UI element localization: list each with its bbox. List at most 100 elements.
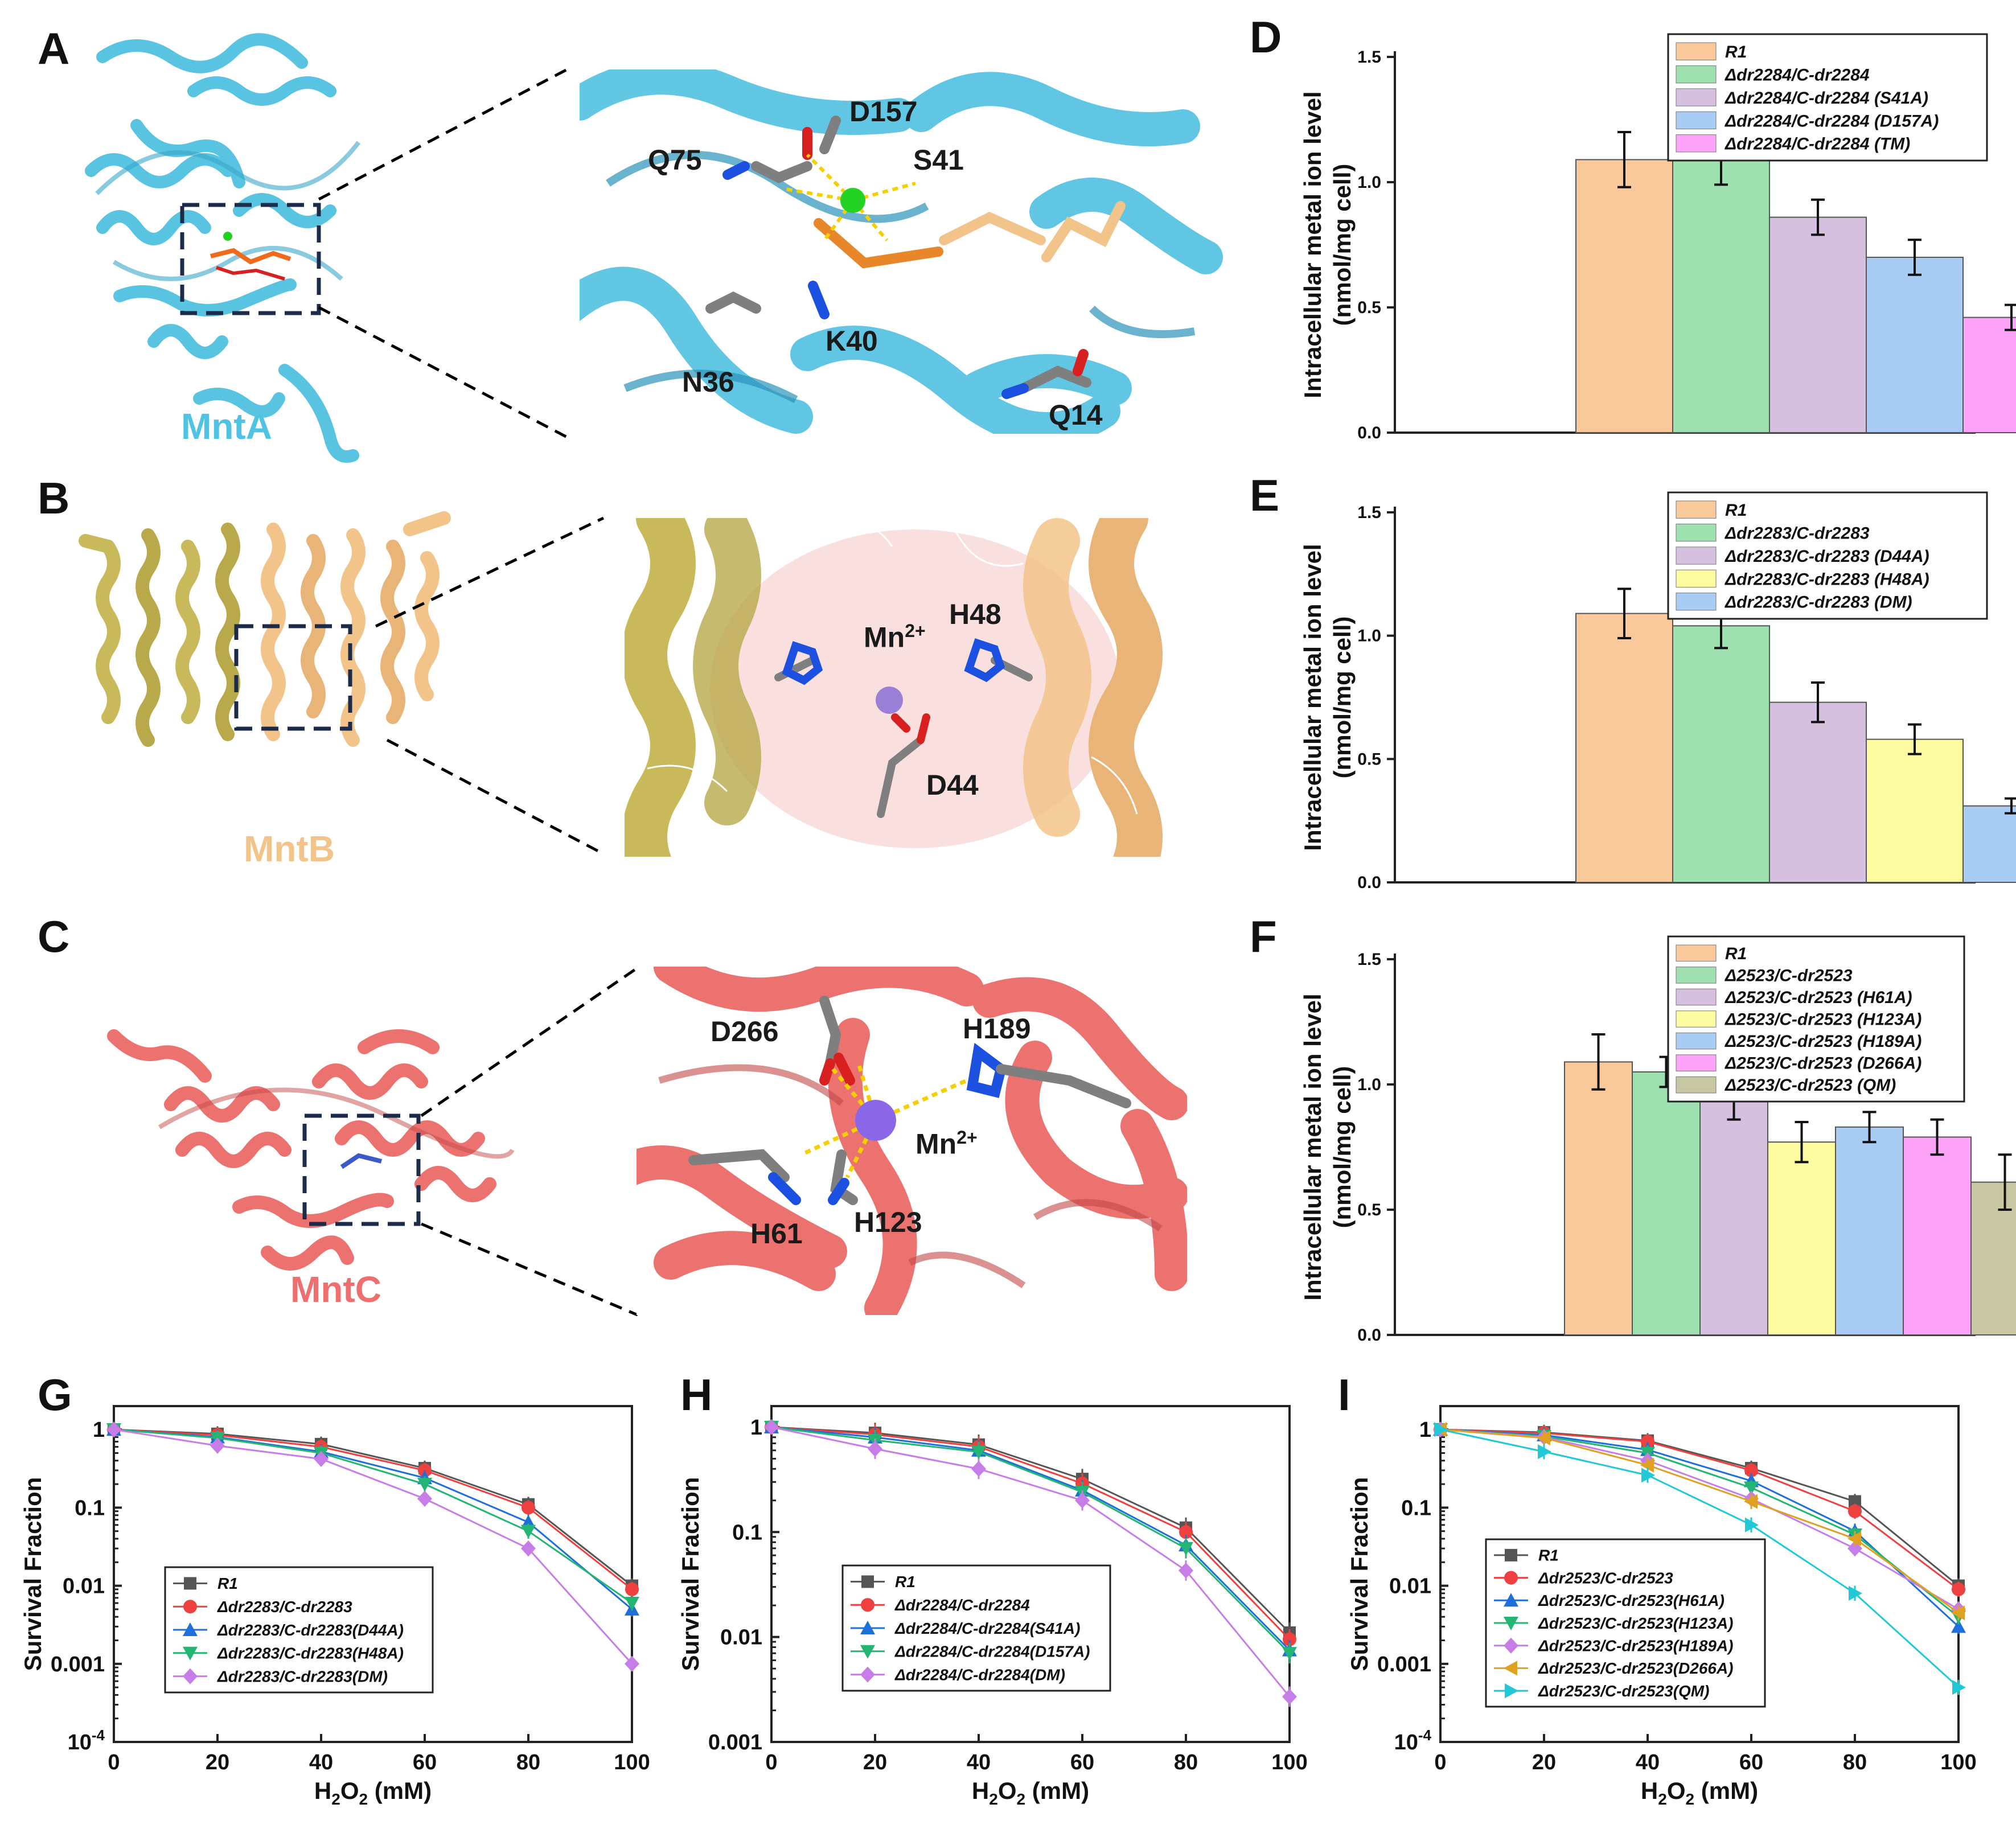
y-tick-label-base: 1 — [93, 1418, 105, 1442]
residue-label: H123 — [854, 1206, 922, 1238]
y-tick-label-base: 0.01 — [63, 1575, 105, 1599]
legend-entry: Δdr2283/C-dr2283 (DM) — [1725, 593, 1912, 612]
data-point — [1952, 1680, 1966, 1695]
legend-box — [164, 1566, 434, 1694]
x-tick-label: 40 — [309, 1751, 333, 1774]
data-point — [1744, 1481, 1759, 1495]
legend-swatch — [1676, 500, 1717, 519]
zoom-lines-c — [420, 966, 639, 1317]
y-tick-label: 1.0 — [1357, 1075, 1381, 1094]
data-point — [1505, 1683, 1518, 1699]
zoom-lines-a — [318, 67, 570, 440]
bar — [1672, 154, 1770, 433]
bar — [1903, 1136, 1972, 1336]
data-point — [861, 1598, 874, 1612]
y-tick-label-base: 0.001 — [1377, 1653, 1431, 1676]
x-tick-label: 0 — [108, 1751, 120, 1774]
data-point — [1434, 1422, 1448, 1437]
series-line — [771, 1426, 1291, 1634]
ion-symbol: Mn — [915, 1128, 957, 1160]
legend-entry: Δdr2284/C-dr2284 — [894, 1596, 1030, 1614]
mntb-overview-structure — [79, 511, 451, 747]
data-point — [860, 1666, 875, 1683]
legend-swatch — [1676, 1032, 1717, 1050]
data-point — [1641, 1468, 1655, 1483]
legend-swatch — [1676, 569, 1717, 588]
legend-swatch — [1676, 88, 1717, 106]
x-tick-label: 20 — [206, 1751, 229, 1774]
residue-label: H61 — [750, 1218, 803, 1250]
ion-label: Mn2+ — [915, 1127, 978, 1161]
x-axis-label-part: 2 — [1017, 1790, 1026, 1808]
panel-label-h: H — [680, 1370, 713, 1420]
legend-entry: R1 — [1725, 944, 1747, 963]
mnta-closeup-ribbons — [580, 69, 1223, 434]
data-point — [1537, 1430, 1550, 1445]
legend-swatch — [1676, 65, 1717, 84]
legend-entry: Δdr2284/C-dr2284(S41A) — [894, 1620, 1080, 1637]
mntb-closeup-helices — [625, 518, 1163, 857]
bar — [1962, 805, 2016, 884]
bar — [1866, 738, 1964, 883]
x-axis-label-part: O — [1667, 1777, 1686, 1804]
series-line — [771, 1426, 1291, 1640]
bar — [1575, 159, 1673, 433]
residue-label: D157 — [849, 96, 918, 128]
x-axis-label-part: H — [972, 1777, 989, 1804]
data-point — [1538, 1444, 1551, 1460]
series-line — [771, 1426, 1291, 1654]
data-point — [106, 1421, 121, 1438]
mnta-closeup: D157 Q75 S41 K40 N36 Q14 — [580, 69, 1223, 434]
legend-entry: Δdr2283/C-dr2283 — [217, 1598, 352, 1616]
bar — [1835, 1126, 1904, 1336]
x-tick-label: 60 — [413, 1751, 437, 1774]
legend-swatch — [1676, 1054, 1717, 1071]
data-point — [1744, 1463, 1758, 1477]
y-axis-label-units: (nmol/mg cell) — [1329, 164, 1356, 326]
data-point — [417, 1490, 432, 1507]
residue-label: K40 — [826, 325, 878, 357]
mnta-name-label: MntA — [181, 406, 272, 447]
bar — [1769, 216, 1867, 433]
legend-entry: Δ2523/C-dr2523 (H189A) — [1725, 1032, 1921, 1051]
x-tick-label: 20 — [1532, 1751, 1556, 1774]
y-axis-label: Intracellular metal ion level — [1299, 993, 1326, 1300]
y-tick-label-base: 0.01 — [1389, 1575, 1431, 1599]
data-point — [764, 1419, 779, 1435]
x-tick-label: 80 — [516, 1751, 540, 1774]
data-point — [1951, 1619, 1966, 1633]
legend-entry: R1 — [895, 1573, 915, 1591]
legend-entry: Δdr2284/C-dr2284 (TM) — [1725, 135, 1910, 154]
data-point — [1504, 1593, 1518, 1607]
panel-label-c: C — [38, 911, 70, 961]
x-axis-label-part: (mM) — [368, 1777, 432, 1804]
residue-label: D266 — [711, 1016, 779, 1047]
y-tick-label: 1.5 — [1357, 950, 1381, 969]
data-point — [1504, 1571, 1518, 1585]
mntb-closeup: Mn2+ H48 D44 — [625, 518, 1182, 857]
legend-entry: R1 — [1725, 501, 1747, 520]
x-axis-label: H2O2 (mM) — [314, 1777, 432, 1808]
legend-swatch — [1676, 593, 1717, 611]
data-point — [522, 1501, 535, 1515]
y-tick-label: 0.0 — [1357, 424, 1381, 442]
series-line — [771, 1426, 1291, 1651]
y-axis-label-units: (nmol/mg cell) — [1329, 1066, 1356, 1228]
y-tick-label: 0.5 — [1357, 298, 1381, 317]
y-tick-label: 0.001 — [708, 1731, 762, 1754]
metal-level-chart-e: 0.0 0.5 1.0 1.5 Intracellular metal ion leve… — [1299, 491, 2016, 892]
panel-label-a: A — [38, 23, 70, 73]
x-axis-label-part: 2 — [989, 1790, 998, 1808]
y-tick-label: 1.5 — [1357, 48, 1381, 67]
panel-label-e: E — [1250, 470, 1280, 520]
x-tick-label: 100 — [1940, 1751, 1976, 1774]
legend-box — [1667, 491, 1988, 620]
y-tick-label-exponent: -4 — [1418, 1727, 1432, 1744]
legend-entry: Δdr2523/C-dr2523(H189A) — [1538, 1637, 1734, 1655]
series-line — [1440, 1428, 1959, 1591]
y-tick-label-base: 10 — [1394, 1731, 1418, 1754]
x-tick-label: 80 — [1174, 1751, 1198, 1774]
x-axis-label-part: (mM) — [1694, 1777, 1758, 1804]
series-line — [1440, 1428, 1960, 1628]
